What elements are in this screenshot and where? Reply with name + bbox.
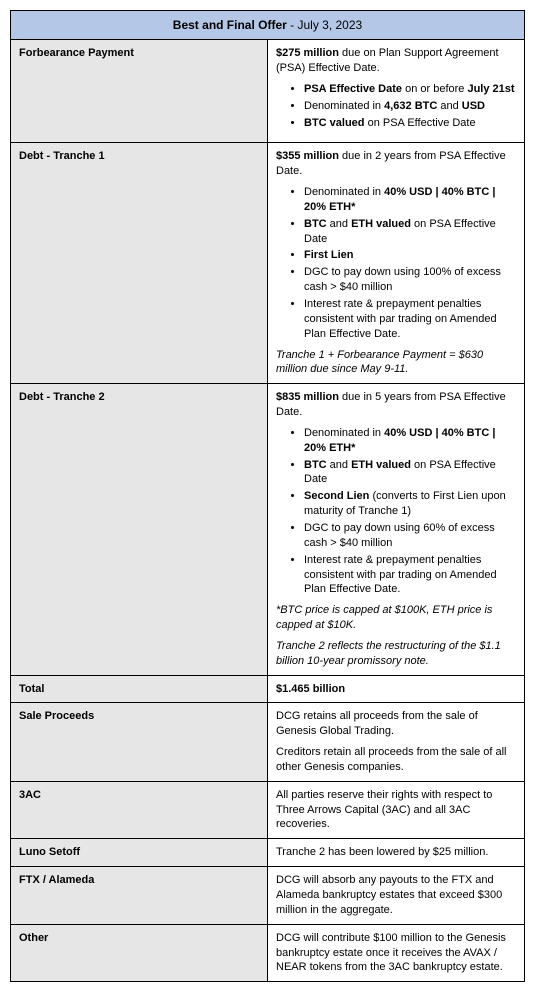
content-tranche1: $355 million due in 2 years from PSA Eff…: [268, 143, 525, 384]
label-total: Total: [11, 675, 268, 703]
content-tranche2: $835 million due in 5 years from PSA Eff…: [268, 384, 525, 675]
row-ftx: FTX / Alameda DCG will absorb any payout…: [11, 867, 525, 925]
tranche1-amount: $355 million: [276, 150, 339, 162]
forbearance-bullets: PSA Effective Date on or before July 21s…: [276, 82, 516, 131]
label-3ac: 3AC: [11, 781, 268, 839]
label-tranche2: Debt - Tranche 2: [11, 384, 268, 675]
tranche2-note2: Tranche 2 reflects the restructuring of …: [276, 639, 516, 669]
row-other: Other DCG will contribute $100 million t…: [11, 924, 525, 982]
label-forbearance: Forbearance Payment: [11, 40, 268, 143]
row-forbearance: Forbearance Payment $275 million due on …: [11, 40, 525, 143]
content-total: $1.465 billion: [268, 675, 525, 703]
tranche2-bullets: Denominated in 40% USD | 40% BTC | 20% E…: [276, 426, 516, 597]
label-tranche1: Debt - Tranche 1: [11, 143, 268, 384]
row-tranche2: Debt - Tranche 2 $835 million due in 5 y…: [11, 384, 525, 675]
label-luno: Luno Setoff: [11, 839, 268, 867]
row-3ac: 3AC All parties reserve their rights wit…: [11, 781, 525, 839]
row-tranche1: Debt - Tranche 1 $355 million due in 2 y…: [11, 143, 525, 384]
label-ftx: FTX / Alameda: [11, 867, 268, 925]
title-row: Best and Final Offer - July 3, 2023: [11, 11, 525, 40]
content-other: DCG will contribute $100 million to the …: [268, 924, 525, 982]
content-luno: Tranche 2 has been lowered by $25 millio…: [268, 839, 525, 867]
row-luno: Luno Setoff Tranche 2 has been lowered b…: [11, 839, 525, 867]
tranche1-note: Tranche 1 + Forbearance Payment = $630 m…: [276, 348, 516, 378]
content-forbearance: $275 million due on Plan Support Agreeme…: [268, 40, 525, 143]
forbearance-amount: $275 million: [276, 47, 339, 59]
content-sale: DCG retains all proceeds from the sale o…: [268, 703, 525, 781]
total-value: $1.465 billion: [276, 683, 345, 695]
label-other: Other: [11, 924, 268, 982]
tranche2-note1: *BTC price is capped at $100K, ETH price…: [276, 603, 516, 633]
tranche1-bullets: Denominated in 40% USD | 40% BTC | 20% E…: [276, 185, 516, 341]
title-date: - July 3, 2023: [287, 18, 362, 32]
content-3ac: All parties reserve their rights with re…: [268, 781, 525, 839]
offer-table: Best and Final Offer - July 3, 2023 Forb…: [10, 10, 525, 982]
row-sale: Sale Proceeds DCG retains all proceeds f…: [11, 703, 525, 781]
tranche2-amount: $835 million: [276, 391, 339, 403]
row-total: Total $1.465 billion: [11, 675, 525, 703]
label-sale: Sale Proceeds: [11, 703, 268, 781]
content-ftx: DCG will absorb any payouts to the FTX a…: [268, 867, 525, 925]
title-prefix: Best and Final Offer: [173, 18, 287, 32]
